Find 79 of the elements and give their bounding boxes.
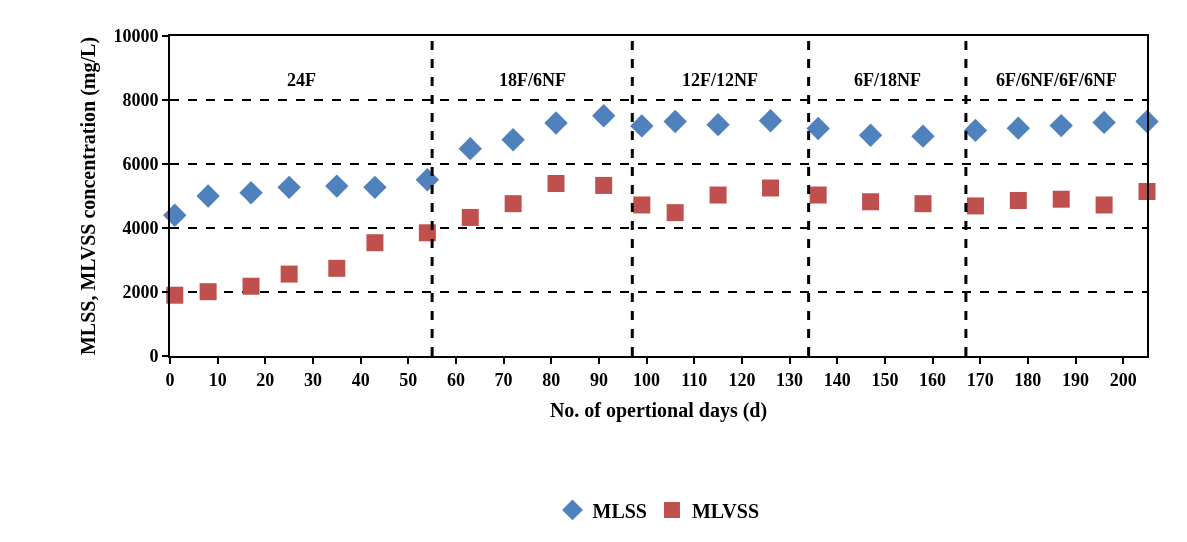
y-tick-label: 6000 <box>122 154 159 175</box>
x-tick-label: 20 <box>256 369 275 390</box>
x-tick-label: 110 <box>681 369 708 390</box>
point <box>199 283 217 301</box>
point <box>547 175 565 193</box>
y-tick-label: 0 <box>149 346 159 367</box>
y-tick-label: 4000 <box>122 218 159 239</box>
annotation: 12F/12NF <box>682 70 758 90</box>
x-tick-label: 40 <box>351 369 370 390</box>
point <box>418 224 436 242</box>
point <box>366 234 384 252</box>
point <box>911 124 935 148</box>
point <box>1092 110 1116 135</box>
point <box>242 277 260 295</box>
x-axis-title: No. of opertional days (d) <box>549 398 768 422</box>
point <box>666 204 684 222</box>
x-tick-label: 150 <box>871 369 899 390</box>
point <box>163 203 187 227</box>
point <box>806 116 830 141</box>
point <box>663 109 687 134</box>
x-tick-label: 80 <box>542 369 561 390</box>
annotation: 24F <box>287 70 316 90</box>
annotation: 6F/6NF/6F/6NF <box>996 70 1117 90</box>
point <box>504 195 522 213</box>
point <box>458 136 482 161</box>
point <box>706 112 730 137</box>
x-tick-label: 200 <box>1109 369 1137 390</box>
x-tick-label: 120 <box>728 369 756 390</box>
point <box>280 265 298 283</box>
x-tick-label: 90 <box>589 369 608 390</box>
point <box>862 193 880 211</box>
y-tick-label: 10000 <box>113 26 159 47</box>
point <box>196 184 220 208</box>
x-tick-label: 130 <box>776 369 804 390</box>
point <box>709 186 727 204</box>
x-tick-label: 180 <box>1014 369 1042 390</box>
legend-label: MLVSS <box>691 499 760 522</box>
legend-label: MLSS <box>592 499 647 522</box>
x-tick-label: 50 <box>399 369 418 390</box>
point <box>633 196 651 214</box>
point <box>544 111 568 135</box>
point <box>328 259 346 277</box>
x-tick-label: 0 <box>165 369 175 390</box>
point <box>501 127 525 152</box>
x-tick-label: 190 <box>1062 369 1090 390</box>
point <box>363 175 387 200</box>
point <box>1006 116 1031 140</box>
x-tick-label: 160 <box>919 369 947 390</box>
point <box>762 179 779 197</box>
point <box>591 103 616 128</box>
point <box>630 114 654 138</box>
point <box>415 167 440 192</box>
x-tick-label: 170 <box>966 369 994 390</box>
x-tick-label: 60 <box>446 369 465 390</box>
point <box>858 123 883 147</box>
x-tick-label: 70 <box>494 369 513 390</box>
point <box>239 181 263 205</box>
point <box>277 175 301 200</box>
annotation: 18F/6NF <box>499 70 566 90</box>
point <box>1049 113 1073 138</box>
x-tick-label: 30 <box>303 369 322 390</box>
point <box>758 109 783 133</box>
x-tick-label: 10 <box>208 369 227 390</box>
x-tick-label: 140 <box>823 369 851 390</box>
point <box>914 195 932 213</box>
point <box>809 186 827 204</box>
point <box>963 118 988 143</box>
point <box>1052 190 1070 208</box>
x-tick-label: 100 <box>633 369 661 390</box>
point <box>1009 191 1027 209</box>
point <box>595 176 613 194</box>
annotation: 6F/18NF <box>854 70 921 90</box>
y-tick-label: 8000 <box>122 90 159 111</box>
point <box>461 208 479 226</box>
y-tick-label: 2000 <box>122 282 159 303</box>
y-axis-title: MLSS, MLVSS concentration (mg/L) <box>77 36 101 356</box>
point <box>1095 196 1113 214</box>
point <box>966 197 984 215</box>
point <box>325 174 349 198</box>
